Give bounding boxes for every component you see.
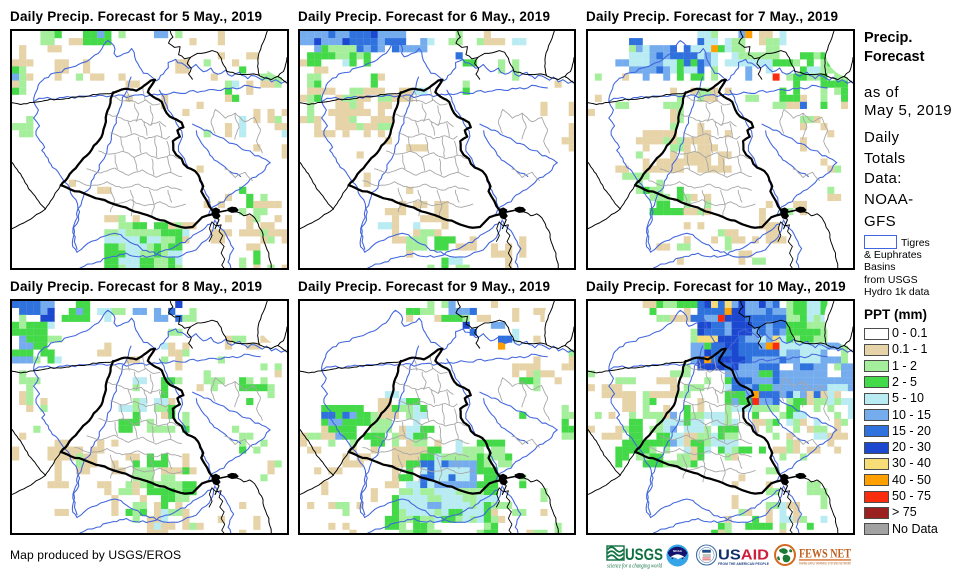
svg-text:FAMINE EARLY WARNING SYSTEMS N: FAMINE EARLY WARNING SYSTEMS NETWORK [799, 562, 852, 566]
svg-text:NOAA: NOAA [673, 549, 683, 553]
svg-text:FEWS NET: FEWS NET [799, 546, 851, 561]
svg-text:USGS: USGS [625, 545, 663, 564]
svg-text:science for a changing world: science for a changing world [607, 563, 663, 570]
svg-text:FROM THE AMERICAN PEOPLE: FROM THE AMERICAN PEOPLE [718, 562, 769, 566]
